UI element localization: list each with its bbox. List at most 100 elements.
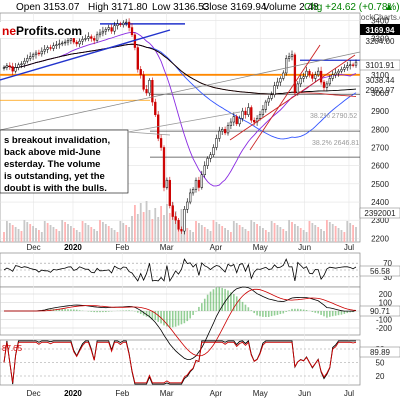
candle-body	[46, 47, 49, 50]
high-value: High 3171.80	[88, 2, 148, 13]
annotation-line-5: doubt is with the bulls.	[4, 183, 107, 194]
macd-histogram-bar	[276, 311, 279, 315]
macd-tick-label: 200	[379, 290, 393, 299]
stoch-d-line	[3, 341, 357, 384]
macd-histogram-bar	[233, 294, 235, 311]
annotation-line-2: back above mid-June	[4, 147, 101, 158]
indicator-lines	[0, 258, 360, 385]
macd-histogram-bar	[329, 311, 331, 317]
macd-histogram-bar	[102, 311, 104, 313]
price-tick-label: 3100	[371, 71, 389, 80]
candle-body	[311, 74, 314, 79]
volume-bar	[192, 232, 194, 242]
candle-body	[139, 69, 142, 76]
macd-histogram-bar	[250, 310, 253, 311]
macd-histogram-bar	[256, 311, 258, 316]
volume-bar	[253, 222, 256, 242]
volume-bar	[3, 232, 5, 242]
low-value: Low 3136.53	[152, 2, 210, 13]
macd-histogram-bar	[279, 311, 282, 315]
macd-histogram-bar	[320, 311, 322, 315]
candle-body	[5, 65, 9, 68]
macd-histogram-bar	[227, 290, 229, 311]
trend-line	[0, 51, 361, 131]
volume-bar	[317, 227, 320, 242]
candle-body	[232, 116, 235, 123]
candle-body	[159, 138, 163, 148]
volume-bar	[209, 231, 212, 242]
volume-bar	[72, 228, 75, 242]
macd-histogram-bar	[107, 311, 110, 312]
price-tick-label: 2900	[371, 107, 389, 116]
candle-body	[81, 39, 84, 42]
macd-histogram-bar	[183, 311, 186, 324]
candle-body	[250, 107, 253, 121]
macd-tick-label: -200	[376, 324, 393, 333]
macd-histogram-bar	[273, 311, 276, 316]
price-tick-label: 2300	[371, 216, 389, 225]
volume-bar	[206, 229, 209, 242]
macd-histogram-bar	[238, 299, 241, 311]
trend-line	[0, 29, 171, 81]
volume-bar	[195, 221, 197, 242]
volume-bar	[96, 231, 98, 242]
candle-body	[299, 78, 302, 85]
price-tick-label: 2800	[371, 125, 389, 134]
candle-body	[354, 61, 358, 66]
volume-bar	[343, 232, 346, 242]
macd-histogram-bar	[253, 311, 255, 314]
macd-histogram-bar	[212, 289, 215, 311]
candle-body	[104, 29, 107, 32]
svg-text:90.71: 90.71	[370, 307, 391, 316]
macd-histogram-bar	[174, 311, 177, 327]
macd-histogram-bar	[314, 311, 317, 313]
svg-text:89.89: 89.89	[370, 348, 391, 357]
brand-right: Profits.com	[16, 24, 82, 38]
macd-histogram-bar	[294, 308, 296, 311]
candle-body	[229, 121, 233, 126]
candle-body	[206, 158, 209, 166]
volume-bar	[262, 228, 264, 242]
candle-body	[276, 81, 279, 86]
macd-histogram-bar	[67, 309, 69, 311]
volume-bar	[259, 226, 261, 242]
macd-histogram-bar	[128, 310, 130, 311]
candle-body	[55, 44, 58, 46]
candle-body	[87, 36, 90, 39]
macd-histogram-bar	[317, 311, 319, 314]
candle-body	[343, 67, 346, 70]
volume-bar	[43, 221, 46, 242]
volume-bar	[308, 221, 311, 242]
volume-bar	[154, 208, 157, 242]
x-tick-label-top: Jul	[344, 243, 354, 252]
price-tick-label: 3000	[371, 89, 389, 98]
macd-histogram-bar	[209, 291, 212, 311]
candle-body	[235, 116, 238, 125]
fib-label-2: 38.2% 2646.81	[312, 140, 359, 147]
x-tick-label-bottom: Jun	[298, 389, 311, 398]
trend-line	[229, 54, 356, 141]
trend-line	[249, 44, 321, 151]
candle-body	[293, 54, 297, 94]
macd-histogram-bar	[221, 287, 223, 311]
volume-bar	[52, 227, 55, 242]
candle-body	[93, 38, 96, 41]
volume-bar	[87, 225, 90, 242]
volume-bar	[189, 230, 192, 242]
volume-bar	[102, 222, 104, 242]
candle-body	[273, 85, 276, 96]
candle-body	[78, 40, 81, 45]
candle-body	[165, 179, 169, 188]
volume-bar	[302, 230, 305, 242]
macd-histogram-bar	[78, 310, 81, 311]
rsi-value-label: 56.58	[359, 265, 400, 277]
macd-histogram-bar	[160, 311, 162, 324]
candle-body	[125, 21, 128, 24]
candle-body	[95, 34, 99, 41]
price-tick-label: 2700	[371, 143, 389, 152]
candle-body	[258, 114, 262, 119]
volume-bar	[131, 216, 133, 242]
volume-bar	[67, 224, 69, 242]
volume-bar	[46, 223, 49, 242]
candle-body	[116, 23, 119, 26]
